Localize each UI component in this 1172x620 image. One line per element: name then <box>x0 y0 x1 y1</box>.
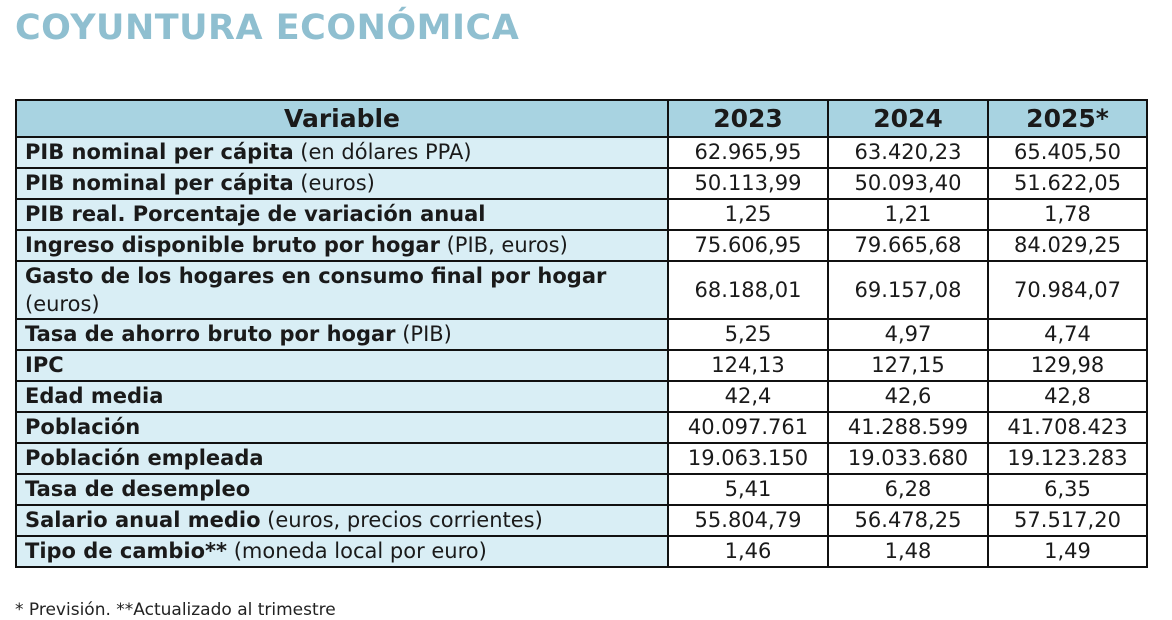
table-row: Salario anual medio (euros, precios corr… <box>15 504 1148 537</box>
value-cell-2025: 129,98 <box>987 349 1148 382</box>
value-cell-2024: 4,97 <box>827 318 989 351</box>
value-cell-2025: 57.517,20 <box>987 504 1148 537</box>
variable-label: Gasto de los hogares en consumo final po… <box>25 264 607 288</box>
table-row: Gasto de los hogares en consumo final po… <box>15 260 1148 320</box>
value-cell-2023: 1,46 <box>667 535 829 568</box>
header-2024: 2024 <box>827 99 989 138</box>
value-cell-2025: 51.622,05 <box>987 167 1148 200</box>
variable-label: Ingreso disponible bruto por hogar <box>25 233 440 257</box>
variable-label: IPC <box>25 353 64 377</box>
table-row: Edad media 42,4 42,6 42,8 <box>15 380 1148 413</box>
value-cell-2024: 56.478,25 <box>827 504 989 537</box>
variable-label: Edad media <box>25 384 164 408</box>
value-cell-2025: 70.984,07 <box>987 260 1148 320</box>
footnote: * Previsión. **Actualizado al trimestre <box>15 600 336 620</box>
variable-label: PIB real. Porcentaje de variación anual <box>25 202 486 226</box>
variable-detail: (PIB, euros) <box>439 233 568 257</box>
page-title: COYUNTURA ECONÓMICA <box>15 8 520 48</box>
variable-label: Población <box>25 415 141 439</box>
variable-cell: IPC <box>15 349 669 382</box>
value-cell-2024: 79.665,68 <box>827 229 989 262</box>
variable-cell: PIB real. Porcentaje de variación anual <box>15 198 669 231</box>
table-row: Tasa de ahorro bruto por hogar (PIB) 5,25… <box>15 318 1148 351</box>
value-cell-2025: 19.123.283 <box>987 442 1148 475</box>
header-2023: 2023 <box>667 99 829 138</box>
variable-cell: PIB nominal per cápita (euros) <box>15 167 669 200</box>
variable-label: Población empleada <box>25 446 264 470</box>
value-cell-2024: 41.288.599 <box>827 411 989 444</box>
variable-cell: Población empleada <box>15 442 669 475</box>
table-header-row: Variable 2023 2024 2025* <box>15 99 1148 138</box>
value-cell-2023: 75.606,95 <box>667 229 829 262</box>
value-cell-2024: 50.093,40 <box>827 167 989 200</box>
value-cell-2024: 19.033.680 <box>827 442 989 475</box>
table-row: IPC 124,13 127,15 129,98 <box>15 349 1148 382</box>
table-row: Tipo de cambio** (moneda local por euro)… <box>15 535 1148 568</box>
variable-cell: PIB nominal per cápita (en dólares PPA) <box>15 136 669 169</box>
variable-detail: (euros) <box>293 171 375 195</box>
header-2025: 2025* <box>987 99 1148 138</box>
variable-label: Tasa de ahorro bruto por hogar <box>25 322 396 346</box>
variable-cell: Salario anual medio (euros, precios corr… <box>15 504 669 537</box>
table-row: PIB real. Porcentaje de variación anual 1… <box>15 198 1148 231</box>
economic-indicators-table: Variable 2023 2024 2025* PIB nominal per… <box>15 99 1148 568</box>
variable-cell: Gasto de los hogares en consumo final po… <box>15 260 669 320</box>
variable-cell: Tipo de cambio** (moneda local por euro) <box>15 535 669 568</box>
value-cell-2025: 42,8 <box>987 380 1148 413</box>
value-cell-2023: 40.097.761 <box>667 411 829 444</box>
table-row: Población empleada 19.063.150 19.033.680 19… <box>15 442 1148 475</box>
value-cell-2023: 124,13 <box>667 349 829 382</box>
value-cell-2024: 42,6 <box>827 380 989 413</box>
variable-detail: (euros, precios corrientes) <box>260 508 543 532</box>
value-cell-2024: 6,28 <box>827 473 989 506</box>
value-cell-2023: 5,25 <box>667 318 829 351</box>
variable-label: Tasa de desempleo <box>25 477 251 501</box>
value-cell-2024: 63.420,23 <box>827 136 989 169</box>
variable-cell: Edad media <box>15 380 669 413</box>
table-row: PIB nominal per cápita (euros) 50.113,99 5… <box>15 167 1148 200</box>
table-body: PIB nominal per cápita (en dólares PPA) 6… <box>15 136 1148 568</box>
value-cell-2023: 5,41 <box>667 473 829 506</box>
variable-label: Tipo de cambio** <box>25 539 228 563</box>
value-cell-2023: 68.188,01 <box>667 260 829 320</box>
value-cell-2023: 62.965,95 <box>667 136 829 169</box>
variable-detail: (en dólares PPA) <box>293 140 472 164</box>
value-cell-2025: 41.708.423 <box>987 411 1148 444</box>
value-cell-2023: 50.113,99 <box>667 167 829 200</box>
variable-label: Salario anual medio <box>25 508 261 532</box>
variable-cell: Tasa de desempleo <box>15 473 669 506</box>
value-cell-2024: 127,15 <box>827 349 989 382</box>
variable-label: PIB nominal per cápita <box>25 171 294 195</box>
value-cell-2023: 19.063.150 <box>667 442 829 475</box>
value-cell-2025: 6,35 <box>987 473 1148 506</box>
variable-detail: (euros) <box>25 292 100 316</box>
value-cell-2024: 69.157,08 <box>827 260 989 320</box>
value-cell-2023: 42,4 <box>667 380 829 413</box>
variable-cell: Tasa de ahorro bruto por hogar (PIB) <box>15 318 669 351</box>
header-variable: Variable <box>15 99 669 138</box>
variable-detail: (PIB) <box>395 322 452 346</box>
variable-detail: (moneda local por euro) <box>227 539 487 563</box>
variable-cell: Ingreso disponible bruto por hogar (PIB,… <box>15 229 669 262</box>
value-cell-2024: 1,48 <box>827 535 989 568</box>
value-cell-2025: 1,49 <box>987 535 1148 568</box>
value-cell-2023: 55.804,79 <box>667 504 829 537</box>
table-row: Población 40.097.761 41.288.599 41.708.423 <box>15 411 1148 444</box>
table-row: Ingreso disponible bruto por hogar (PIB,… <box>15 229 1148 262</box>
table-row: Tasa de desempleo 5,41 6,28 6,35 <box>15 473 1148 506</box>
value-cell-2023: 1,25 <box>667 198 829 231</box>
value-cell-2024: 1,21 <box>827 198 989 231</box>
variable-label: PIB nominal per cápita <box>25 140 294 164</box>
value-cell-2025: 84.029,25 <box>987 229 1148 262</box>
value-cell-2025: 65.405,50 <box>987 136 1148 169</box>
variable-cell: Población <box>15 411 669 444</box>
value-cell-2025: 4,74 <box>987 318 1148 351</box>
value-cell-2025: 1,78 <box>987 198 1148 231</box>
table-row: PIB nominal per cápita (en dólares PPA) 6… <box>15 136 1148 169</box>
